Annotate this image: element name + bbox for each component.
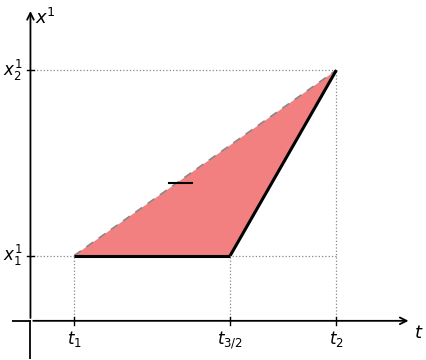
Text: $t$: $t$ [414,324,424,342]
Text: $x^1$: $x^1$ [35,8,56,28]
Text: $x_1^1$: $x_1^1$ [3,243,23,268]
Text: $t_1$: $t_1$ [67,329,82,349]
Text: $x_2^1$: $x_2^1$ [3,58,23,83]
Polygon shape [74,70,337,256]
Text: $t_2$: $t_2$ [329,329,344,349]
Text: $t_{3/2}$: $t_{3/2}$ [217,329,243,351]
